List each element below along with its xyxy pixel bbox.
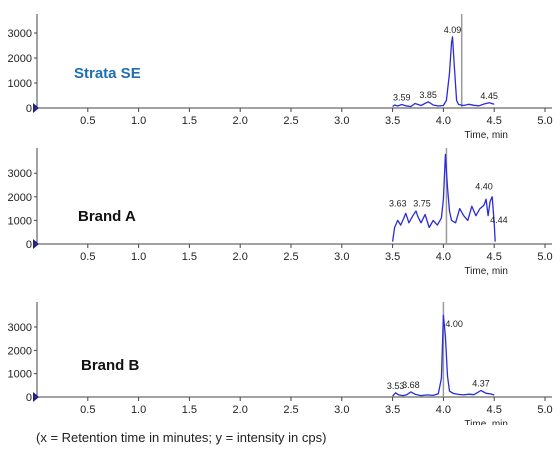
x-axis-title: Time, min (464, 419, 508, 425)
y-tick-label: 2000 (8, 345, 32, 357)
y-tick-label: 0 (26, 239, 32, 251)
y-tick-label: 0 (26, 103, 32, 115)
peak-label: 4.45 (480, 91, 498, 101)
y-tick-label: 2000 (8, 53, 32, 65)
y-tick-label: 3000 (8, 28, 32, 40)
chart-panel-2: 0 1000 2000 3000 0.5 1.0 1.5 2.0 2.5 3.0 3.5 4.0 4.5… (8, 148, 553, 277)
x-tick-label: 2.5 (283, 404, 298, 416)
chart-panel-1: 0 1000 2000 3000 0.5 1.0 1.5 2.0 2.5 3.0 3.5 4.0 4.5… (8, 14, 553, 141)
x-tick-label: 3.5 (385, 404, 400, 416)
peak-label: 4.09 (444, 25, 462, 35)
x-tick-label: 1.0 (131, 404, 146, 416)
y-tick-label: 1000 (8, 78, 32, 90)
x-tick-label: 1.5 (182, 404, 197, 416)
x-axis-title: Time, min (464, 130, 508, 141)
peak-label: 3.53 (387, 381, 405, 391)
y-tick-label: 0 (26, 392, 32, 404)
x-tick-label: 2.0 (233, 251, 248, 263)
peak-label: 4.40 (475, 182, 493, 192)
chromatogram-trace (391, 153, 496, 242)
sample-name-label: Brand B (81, 357, 140, 374)
peak-label: 3.68 (402, 380, 420, 390)
x-tick-label: 4.5 (487, 115, 502, 127)
x-tick-label: 0.5 (80, 251, 95, 263)
x-tick-label: 2.5 (283, 115, 298, 127)
peak-label: 3.63 (389, 198, 407, 208)
x-tick-label: 3.5 (385, 115, 400, 127)
x-tick-label: 4.0 (436, 251, 451, 263)
x-axis-title: Time, min (464, 266, 508, 277)
peak-label: 3.85 (419, 90, 437, 100)
x-tick-label: 1.5 (182, 115, 197, 127)
sample-name-label: Brand A (78, 208, 136, 225)
peak-label: 3.75 (413, 198, 431, 208)
peak-label: 3.59 (393, 93, 411, 103)
x-tick-label: 2.5 (283, 251, 298, 263)
sample-name-label: Strata SE (74, 65, 141, 82)
x-tick-label: 5.0 (537, 404, 552, 416)
x-tick-label: 3.5 (385, 251, 400, 263)
y-tick-label: 3000 (8, 168, 32, 180)
chromatogram-trace (392, 314, 495, 397)
y-tick-label: 1000 (8, 369, 32, 381)
chart-panel-3: 0 1000 2000 3000 0.5 1.0 1.5 2.0 2.5 3.0 3.5 4.0 4.5… (8, 302, 553, 425)
y-tick-label: 2000 (8, 192, 32, 204)
peak-label: 4.37 (472, 378, 490, 388)
y-tick-label: 1000 (8, 215, 32, 227)
x-tick-label: 2.0 (233, 404, 248, 416)
x-tick-label: 0.5 (80, 115, 95, 127)
peak-label: 4.00 (445, 319, 463, 329)
figure-caption: (x = Retention time in minutes; y = inte… (36, 430, 327, 445)
chromatogram-trace (392, 36, 495, 108)
x-tick-label: 2.0 (233, 115, 248, 127)
x-tick-label: 0.5 (80, 404, 95, 416)
x-tick-label: 1.0 (131, 251, 146, 263)
x-tick-label: 3.0 (334, 251, 349, 263)
x-tick-label: 4.5 (487, 404, 502, 416)
x-tick-label: 4.0 (436, 115, 451, 127)
x-tick-label: 1.5 (182, 251, 197, 263)
x-tick-label: 5.0 (537, 115, 552, 127)
x-tick-label: 4.0 (436, 404, 451, 416)
x-tick-label: 3.0 (334, 404, 349, 416)
x-tick-label: 1.0 (131, 115, 146, 127)
chromatogram-figure: 0 1000 2000 3000 0.5 1.0 1.5 2.0 2.5 3.0 3.5 4.0 4.5… (8, 14, 553, 425)
x-tick-label: 4.5 (487, 251, 502, 263)
x-tick-label: 5.0 (537, 251, 552, 263)
peak-label: 4.44 (490, 215, 508, 225)
y-tick-label: 3000 (8, 322, 32, 334)
x-tick-label: 3.0 (334, 115, 349, 127)
